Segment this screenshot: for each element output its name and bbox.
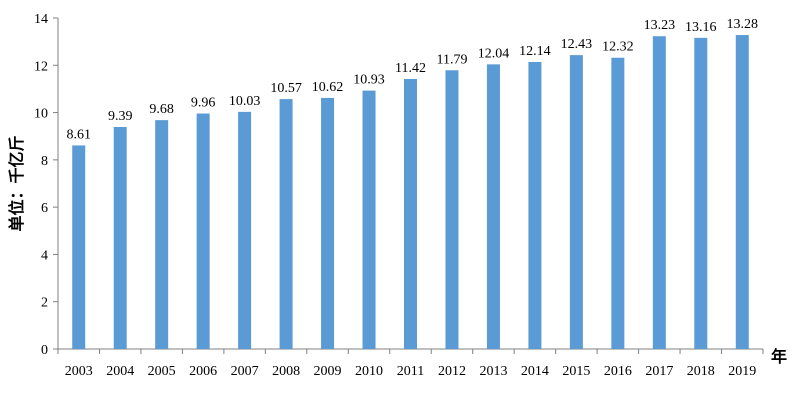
bar-2018 <box>694 37 708 350</box>
bar-2010 <box>362 90 376 350</box>
bar-2012 <box>445 70 459 349</box>
bar-2008 <box>279 99 293 349</box>
y-tick-label: 12 <box>34 59 48 74</box>
bar-2017 <box>652 36 666 350</box>
data-label-2003: 8.61 <box>66 127 91 142</box>
x-tick-label: 2017 <box>645 364 673 379</box>
y-tick-label: 4 <box>41 248 48 263</box>
data-label-2012: 11.79 <box>436 52 467 67</box>
x-tick-label: 2015 <box>562 364 590 379</box>
data-label-2006: 9.96 <box>191 96 216 111</box>
bar-2013 <box>486 64 500 349</box>
x-axis-label: 年 <box>771 347 787 366</box>
data-label-2011: 11.42 <box>395 61 426 76</box>
data-label-2007: 10.03 <box>229 94 261 109</box>
x-tick-label: 2019 <box>728 364 756 379</box>
x-tick-label: 2012 <box>438 364 466 379</box>
x-tick-label: 2018 <box>687 364 715 379</box>
bar-2019 <box>735 35 749 349</box>
y-tick-label: 14 <box>34 12 48 27</box>
data-label-2010: 10.93 <box>353 73 385 88</box>
data-label-2015: 12.43 <box>561 37 593 52</box>
x-tick-label: 2003 <box>65 364 93 379</box>
bar-2003 <box>72 145 86 349</box>
x-tick-label: 2005 <box>148 364 176 379</box>
x-tick-label: 2011 <box>397 364 424 379</box>
data-label-2008: 10.57 <box>270 81 302 96</box>
x-tick-label: 2008 <box>272 364 300 379</box>
y-axis-ticks: 0 2 4 6 8 10 12 14 <box>34 12 58 358</box>
bars <box>72 35 749 350</box>
y-axis-label: 单位：千亿斤 <box>7 135 26 231</box>
data-label-2016: 12.32 <box>602 40 634 55</box>
data-label-2013: 12.04 <box>478 46 510 61</box>
x-tick-label: 2006 <box>189 364 217 379</box>
x-tick-label: 2007 <box>231 364 259 379</box>
data-labels: 8.61 9.39 9.68 9.96 10.03 10.57 10.62 10.93 11.4… <box>66 17 758 142</box>
bar-2011 <box>404 78 417 350</box>
data-label-2019: 13.28 <box>727 17 759 32</box>
bar-2004 <box>113 126 127 350</box>
data-label-2018: 13.16 <box>685 20 717 35</box>
bar-2016 <box>611 57 625 349</box>
x-tick-label: 2014 <box>521 364 549 379</box>
data-label-2004: 9.39 <box>108 109 133 124</box>
x-tick-label: 2013 <box>479 364 507 379</box>
bar-2015 <box>569 55 583 349</box>
bar-2007 <box>238 111 252 349</box>
data-label-2005: 9.68 <box>149 102 174 117</box>
bar-2006 <box>196 113 210 349</box>
y-tick-label: 6 <box>41 201 48 216</box>
bar-2014 <box>528 61 542 350</box>
x-tick-label: 2010 <box>355 364 383 379</box>
y-tick-label: 2 <box>41 296 48 311</box>
data-label-2017: 13.23 <box>644 18 676 33</box>
bar-2009 <box>321 97 335 349</box>
y-tick-label: 8 <box>41 154 48 169</box>
data-label-2014: 12.14 <box>519 44 551 59</box>
x-tick-label: 2016 <box>604 364 632 379</box>
data-label-2009: 10.62 <box>312 80 344 95</box>
bar-2005 <box>155 120 169 349</box>
y-tick-label: 0 <box>41 343 48 358</box>
x-axis-ticks: 2003 2004 2005 2006 2007 2008 2009 2010 2011 2012… <box>57 349 764 379</box>
y-tick-label: 10 <box>34 107 48 122</box>
x-tick-label: 2004 <box>106 364 134 379</box>
x-tick-label: 2009 <box>314 364 342 379</box>
